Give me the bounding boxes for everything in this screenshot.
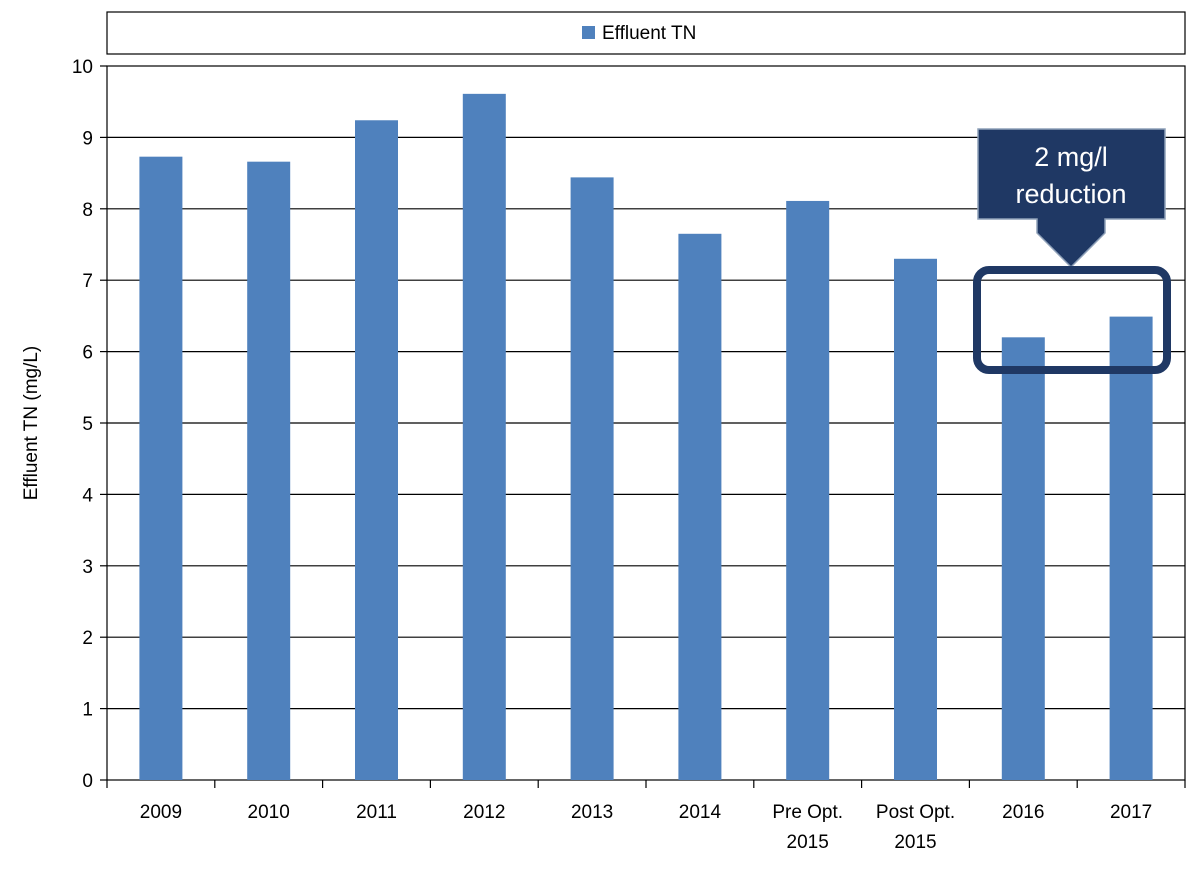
bar <box>570 177 614 780</box>
legend-label: Effluent TN <box>602 23 696 44</box>
bar <box>1001 337 1045 780</box>
y-tick-label: 8 <box>82 200 93 221</box>
y-tick-label: 7 <box>82 271 93 292</box>
bar <box>247 161 291 780</box>
bar <box>678 233 722 781</box>
callout-text-line-1: 2 mg/l <box>1034 142 1108 172</box>
x-tick-label: 2013 <box>571 802 613 823</box>
x-tick-label: 2017 <box>1110 802 1152 823</box>
bar <box>1109 316 1153 780</box>
x-tick-label: Post Opt. <box>876 802 955 823</box>
y-tick-label: 1 <box>82 700 93 721</box>
y-tick-label: 5 <box>82 414 93 435</box>
x-tick-label: 2011 <box>356 802 397 823</box>
bar <box>355 120 398 781</box>
y-tick-label: 0 <box>82 771 93 792</box>
bar <box>139 156 183 781</box>
y-tick-label: 9 <box>82 128 93 149</box>
x-tick-label: Pre Opt. <box>772 802 843 823</box>
y-tick-label: 4 <box>82 485 93 506</box>
x-tick-label: 2014 <box>679 802 722 823</box>
reduction-callout: 2 mg/l reduction <box>973 128 1171 374</box>
bar <box>462 93 506 780</box>
x-tick-label: 2010 <box>248 802 290 823</box>
legend-swatch <box>582 26 595 39</box>
y-axis-title: Effluent TN (mg/L) <box>21 346 42 501</box>
bar <box>786 200 830 781</box>
y-tick-label: 2 <box>82 628 93 649</box>
callout-text-line-2: reduction <box>1015 179 1126 209</box>
bars <box>139 93 1153 781</box>
x-tick-label: 2015 <box>894 832 936 853</box>
y-tick-label: 3 <box>82 557 93 578</box>
x-tick-label: 2016 <box>1002 802 1044 823</box>
x-tick-label: 2009 <box>140 802 182 823</box>
y-tick-label: 10 <box>72 57 93 78</box>
highlight-box <box>973 266 1171 374</box>
y-tick-label: 6 <box>82 343 93 364</box>
bar <box>894 258 937 780</box>
x-axis-ticks: 2009 2010 2011 2012 2013 2014 Pre Opt. 2015 Post… <box>106 780 1186 853</box>
legend: Effluent TN <box>106 11 1186 55</box>
x-tick-label: 2012 <box>463 802 505 823</box>
y-axis-ticks: 0 1 2 3 4 5 6 7 8 9 10 <box>72 57 107 792</box>
callout-arrow-shape <box>977 128 1166 269</box>
x-tick-label: 2015 <box>787 832 829 853</box>
legend-frame <box>106 11 1186 55</box>
